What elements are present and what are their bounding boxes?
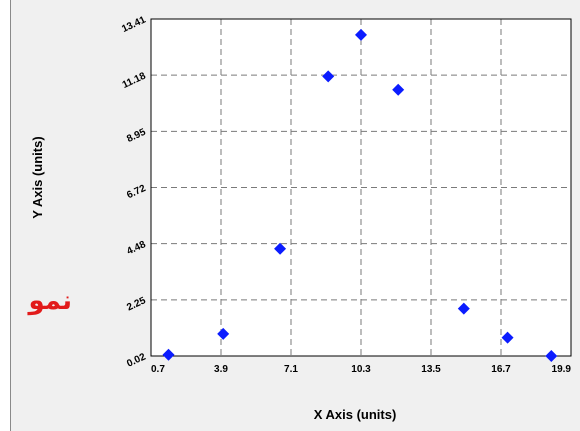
x-tick-label: 10.3 <box>351 364 371 375</box>
data-point <box>355 28 367 41</box>
x-tick-label: 3.9 <box>214 364 228 375</box>
data-point <box>501 331 514 344</box>
y-tick-label: 11.18 <box>121 70 148 90</box>
grid-lines <box>151 19 571 356</box>
x-tick-label: 16.7 <box>491 364 511 375</box>
plot-frame <box>150 18 572 357</box>
x-tick-label: 0.7 <box>151 364 165 375</box>
data-point <box>392 83 405 96</box>
side-text-label: نمو <box>28 286 73 316</box>
data-point <box>274 242 287 255</box>
y-tick-label: 6.72 <box>125 183 148 201</box>
y-tick-label: 2.25 <box>125 295 148 313</box>
data-point <box>322 70 335 83</box>
window-left-edge <box>0 0 11 431</box>
x-axis-title: X Axis (units) <box>314 407 397 422</box>
x-tick-label: 19.9 <box>552 364 572 375</box>
y-tick-labels: 0.02 2.25 4.48 6.72 8.95 11.18 13.41 <box>120 14 148 369</box>
y-tick-label: 8.95 <box>125 127 148 145</box>
y-tick-label: 13.41 <box>120 14 148 35</box>
data-point <box>217 327 230 340</box>
data-point <box>162 348 175 361</box>
x-tick-label: 13.5 <box>421 364 441 375</box>
x-tick-label: 7.1 <box>284 364 298 375</box>
data-point <box>457 302 470 315</box>
data-point <box>545 350 558 362</box>
y-tick-label: 0.02 <box>125 351 148 369</box>
y-axis-title: Y Axis (units) <box>30 136 45 218</box>
x-tick-labels: 0.7 3.9 7.1 10.3 13.5 16.7 19.9 <box>151 364 571 375</box>
y-tick-label: 4.48 <box>125 239 148 257</box>
data-points <box>162 28 558 362</box>
